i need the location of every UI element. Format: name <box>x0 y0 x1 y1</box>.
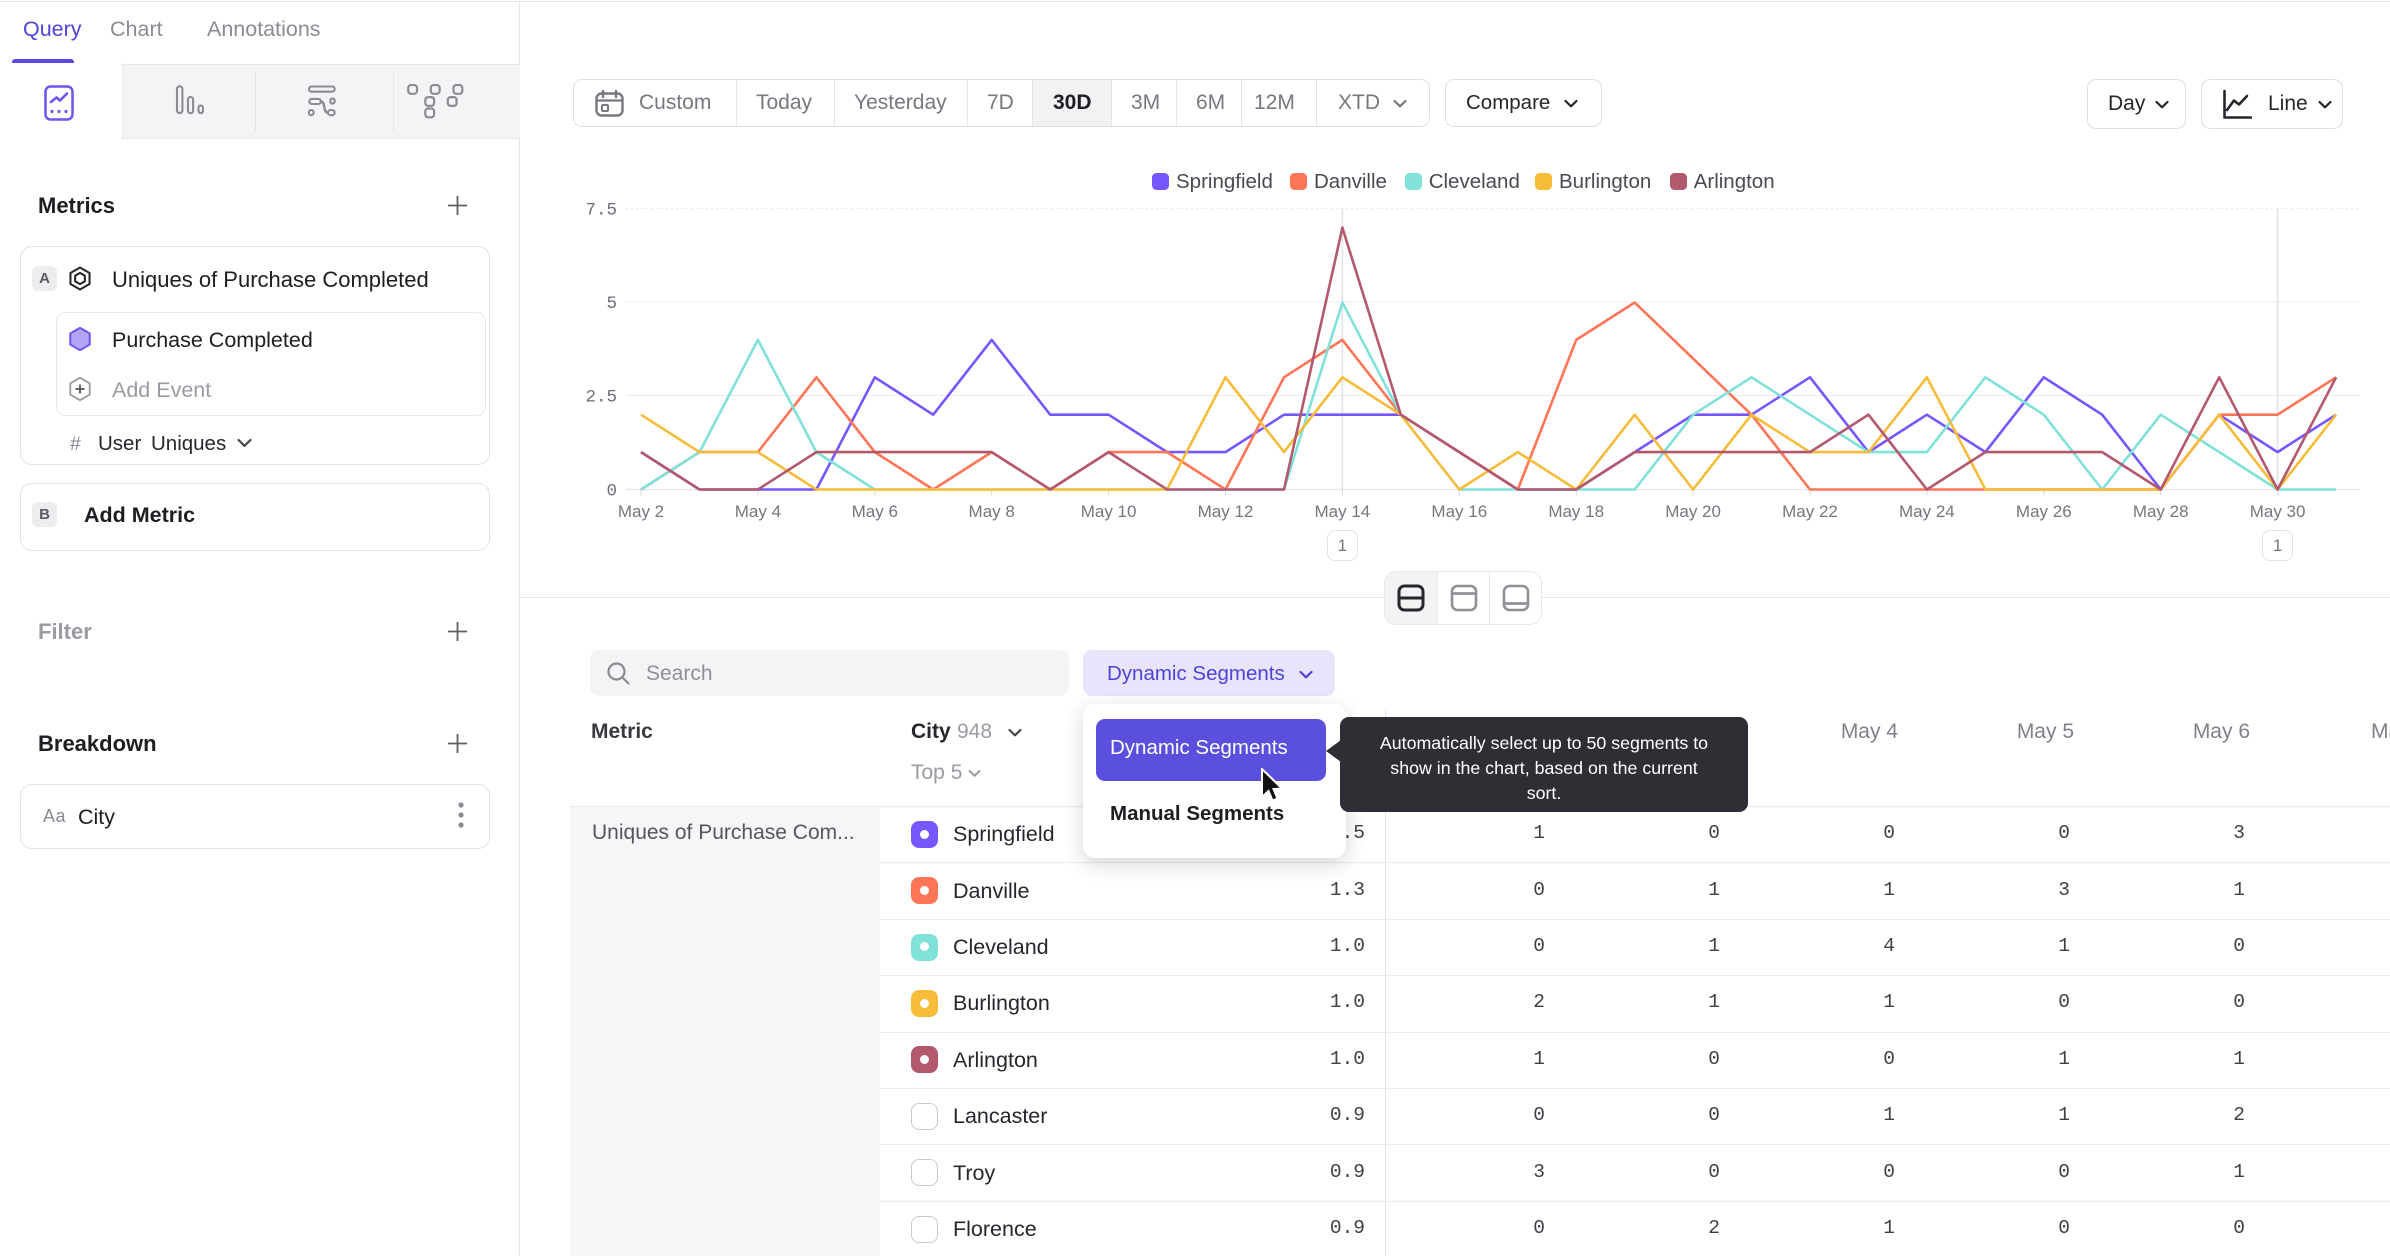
svg-text:May 20: May 20 <box>1665 502 1721 521</box>
svg-text:May 28: May 28 <box>2133 502 2189 521</box>
svg-text:May 18: May 18 <box>1548 502 1604 521</box>
svg-text:May 8: May 8 <box>969 502 1015 521</box>
svg-text:0: 0 <box>606 482 617 502</box>
svg-text:May 30: May 30 <box>2250 502 2306 521</box>
svg-text:May 16: May 16 <box>1431 502 1487 521</box>
svg-text:7.5: 7.5 <box>585 201 617 221</box>
svg-text:May 10: May 10 <box>1081 502 1137 521</box>
svg-text:May 14: May 14 <box>1315 502 1371 521</box>
svg-text:May 6: May 6 <box>852 502 898 521</box>
svg-text:May 12: May 12 <box>1198 502 1254 521</box>
svg-text:May 4: May 4 <box>735 502 781 521</box>
svg-text:May 26: May 26 <box>2016 502 2072 521</box>
svg-text:May 24: May 24 <box>1899 502 1955 521</box>
svg-text:May 22: May 22 <box>1782 502 1838 521</box>
svg-text:2.5: 2.5 <box>585 388 617 408</box>
svg-text:May 2: May 2 <box>618 502 664 521</box>
svg-text:5: 5 <box>606 294 617 314</box>
